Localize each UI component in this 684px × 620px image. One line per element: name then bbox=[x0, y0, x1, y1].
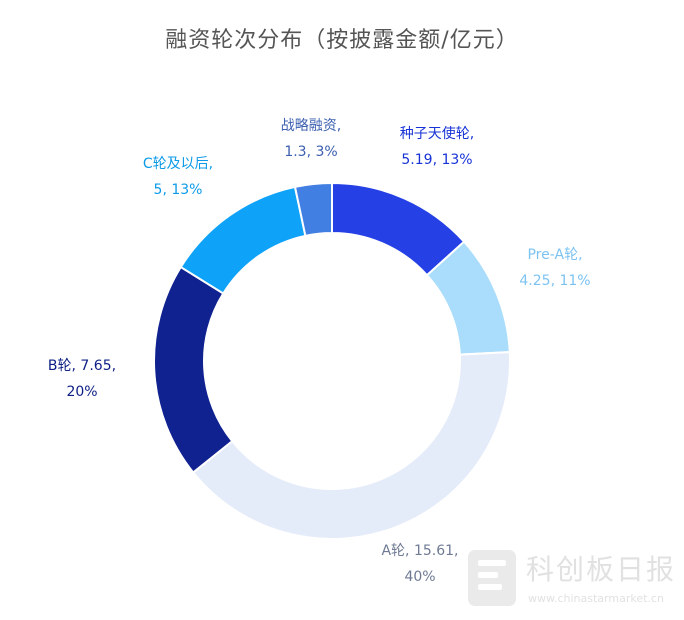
label-b-round-line2: 20% bbox=[66, 384, 97, 400]
label-c-round-plus-line2: 5, 13% bbox=[154, 182, 203, 198]
watermark-url: www.chinastarmarket.cn bbox=[528, 592, 664, 605]
watermark: 科创板日报 www.chinastarmarket.cn bbox=[468, 548, 680, 612]
watermark-logo-icon bbox=[468, 550, 516, 606]
label-b-round: B轮, 7.65, 20% bbox=[48, 358, 116, 400]
label-seed-angel: 种子天使轮, 5.19, 13% bbox=[400, 125, 474, 168]
watermark-name: 科创板日报 bbox=[526, 553, 677, 586]
label-pre-a: Pre-A轮, 4.25, 11% bbox=[519, 247, 590, 289]
label-a-round: A轮, 15.61, 40% bbox=[381, 543, 458, 585]
label-strategic: 战略融资, 1.3, 3% bbox=[281, 118, 341, 160]
slice-labels: 种子天使轮, 5.19, 13% Pre-A轮, 4.25, 11% A轮, 15.61… bbox=[48, 118, 591, 585]
label-a-round-line2: 40% bbox=[404, 569, 435, 585]
slice-b-round bbox=[153, 265, 234, 474]
label-c-round-plus: C轮及以后, 5, 13% bbox=[143, 156, 213, 198]
label-seed-angel-line1: 种子天使轮, bbox=[400, 125, 474, 142]
label-c-round-plus-line1: C轮及以后, bbox=[143, 156, 213, 172]
slice-strategic bbox=[293, 181, 333, 237]
slice-a-round bbox=[191, 351, 511, 540]
label-pre-a-line2: 4.25, 11% bbox=[519, 273, 590, 289]
label-seed-angel-line2: 5.19, 13% bbox=[401, 152, 472, 168]
label-b-round-line1: B轮, 7.65, bbox=[48, 358, 116, 374]
slice-c-round-plus bbox=[179, 185, 307, 295]
label-strategic-line2: 1.3, 3% bbox=[284, 144, 337, 160]
label-pre-a-line1: Pre-A轮, bbox=[527, 247, 582, 263]
chart-title: 融资轮次分布（按披露金额/亿元） bbox=[165, 28, 519, 53]
label-strategic-line1: 战略融资, bbox=[281, 118, 341, 134]
label-a-round-line1: A轮, 15.61, bbox=[381, 543, 458, 559]
donut-slices bbox=[153, 181, 511, 540]
